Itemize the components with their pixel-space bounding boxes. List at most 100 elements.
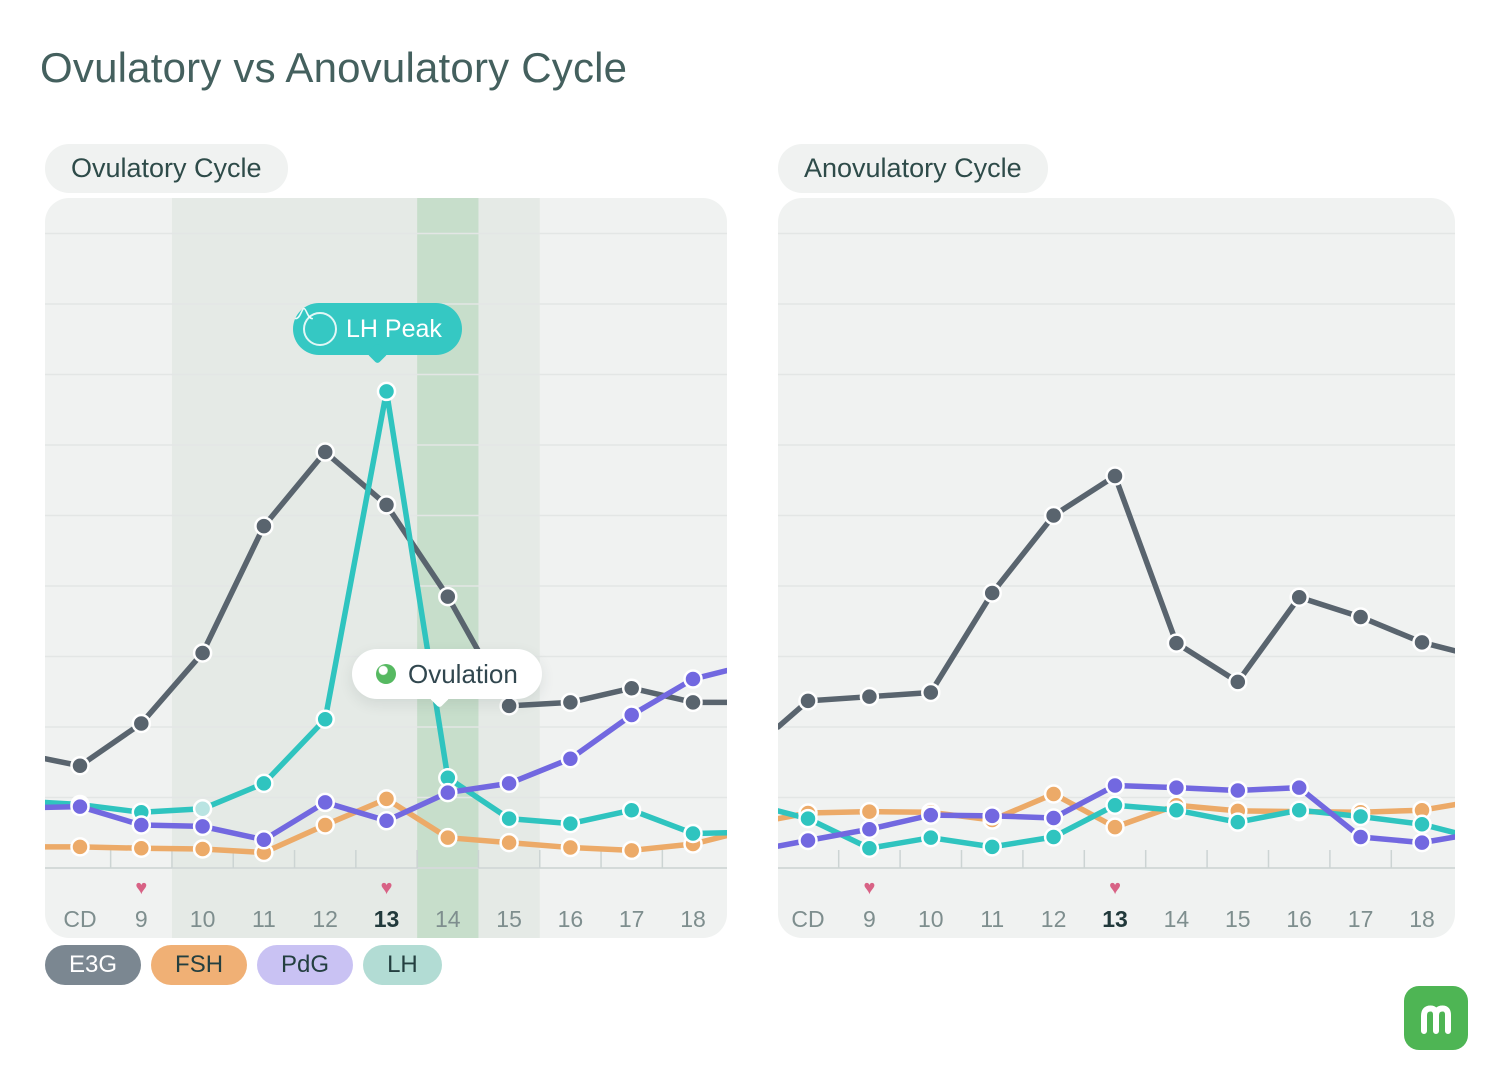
data-point-E3G-18 [683, 692, 703, 713]
data-point-PdG-9 [859, 819, 880, 839]
legend-pill-lh: LH [363, 945, 442, 985]
data-point-LH-17 [1350, 806, 1371, 827]
x-label-11: 11 [980, 906, 1004, 932]
heart-icon-day-13: ♥ [381, 877, 393, 899]
x-label-10: 10 [190, 906, 216, 932]
data-point-LH-11 [254, 773, 274, 794]
data-point-PdG-12 [1043, 808, 1064, 828]
data-point-LH-11 [982, 837, 1002, 857]
heart-icon-day-9: ♥ [135, 877, 147, 899]
page-title: Ovulatory vs Anovulatory Cycle [40, 44, 628, 91]
data-point-LH-15 [1228, 812, 1248, 832]
x-label-18: 18 [680, 906, 706, 932]
data-point-PdG-9 [131, 815, 152, 835]
data-point-PdG-17 [1350, 827, 1371, 847]
legend-pill-pdg: PdG [257, 945, 354, 985]
x-label-17: 17 [619, 906, 645, 932]
data-point-E3G-17 [1350, 607, 1371, 627]
hormone-legend: E3G FSH PdG LH [45, 945, 442, 985]
x-label-CD: CD [791, 906, 824, 932]
x-label-9: 9 [135, 906, 148, 932]
data-point-PdG-10 [921, 805, 941, 825]
data-point-PdG-CD [798, 830, 818, 851]
data-point-E3G-10 [921, 682, 941, 703]
data-point-E3G-CD [798, 691, 818, 711]
data-point-E3G-14 [1166, 633, 1187, 653]
legend-pill-fsh: FSH [151, 945, 248, 985]
data-point-FSH-16 [560, 837, 581, 858]
x-label-10: 10 [918, 906, 944, 932]
x-label-16: 16 [1286, 906, 1312, 932]
data-point-FSH-9 [131, 838, 152, 859]
x-label-16: 16 [558, 906, 584, 932]
x-label-11: 11 [252, 906, 276, 932]
data-point-LH-18 [1412, 814, 1432, 835]
x-label-13: 13 [374, 906, 400, 932]
data-point-E3G-12 [1043, 505, 1064, 526]
data-point-PdG-15 [499, 773, 519, 794]
data-point-PdG-16 [1289, 777, 1309, 798]
x-label-CD: CD [63, 906, 96, 932]
data-point-FSH-10 [192, 839, 213, 859]
data-point-E3G-15 [1228, 672, 1248, 692]
x-label-15: 15 [496, 906, 522, 932]
data-point-PdG-CD [70, 796, 90, 817]
data-point-PdG-12 [315, 792, 335, 813]
data-point-FSH-13 [1105, 817, 1125, 837]
data-point-LH-14 [1166, 800, 1187, 820]
data-point-E3G-14 [438, 586, 458, 607]
data-point-PdG-18 [683, 669, 703, 689]
data-point-FSH-13 [376, 789, 397, 809]
lh-peak-label: LH Peak [346, 314, 442, 343]
data-point-E3G-13 [376, 495, 397, 515]
data-point-PdG-18 [1412, 832, 1432, 853]
data-point-E3G-13 [1105, 466, 1125, 486]
data-point-LH-CD [798, 808, 818, 829]
data-point-LH-13 [1105, 795, 1125, 816]
data-point-FSH-14 [438, 827, 458, 848]
data-point-FSH-12 [1043, 784, 1064, 804]
data-point-FSH-CD [70, 837, 90, 857]
data-point-E3G-9 [859, 686, 880, 707]
lh-peak-callout: LH Peak [293, 303, 462, 365]
data-point-LH-15 [499, 808, 519, 829]
ovulation-label: Ovulation [408, 658, 518, 689]
data-point-E3G-17 [621, 678, 642, 698]
data-point-LH-9 [859, 838, 880, 859]
ovulation-callout: Ovulation [352, 649, 542, 709]
brand-logo-m-glyph [1421, 1005, 1451, 1034]
data-point-E3G-9 [131, 713, 152, 734]
data-point-E3G-16 [1289, 587, 1309, 608]
data-point-PdG-14 [438, 782, 458, 803]
x-label-9: 9 [863, 906, 876, 932]
data-point-E3G-11 [254, 516, 274, 536]
data-point-LH-13 [376, 381, 397, 402]
data-point-LH-12 [1043, 827, 1064, 847]
x-label-14: 14 [435, 906, 461, 932]
data-point-FSH-12 [315, 815, 335, 835]
data-point-E3G-18 [1412, 632, 1432, 653]
x-label-12: 12 [312, 906, 338, 932]
x-label-12: 12 [1041, 906, 1067, 932]
data-point-LH-10 [921, 827, 941, 848]
bell-curve-icon [294, 307, 337, 346]
data-point-FSH-9 [859, 801, 880, 822]
heart-icon-day-13: ♥ [1109, 877, 1121, 899]
data-point-PdG-14 [1166, 777, 1187, 798]
data-point-PdG-13 [376, 811, 397, 831]
data-point-PdG-10 [192, 816, 213, 837]
x-label-13: 13 [1102, 906, 1128, 932]
anovulatory-cycle-label: Anovulatory Cycle [778, 144, 1048, 193]
x-label-17: 17 [1348, 906, 1374, 932]
data-point-E3G-11 [982, 583, 1002, 603]
data-point-LH-18 [683, 823, 703, 844]
ovulation-dot-icon [376, 664, 396, 684]
ovulatory-cycle-label: Ovulatory Cycle [45, 144, 288, 193]
data-point-LH-16 [1289, 800, 1309, 820]
data-point-PdG-13 [1105, 775, 1125, 796]
heart-icon-day-9: ♥ [863, 877, 875, 899]
data-point-LH-12 [315, 709, 335, 729]
data-point-E3G-10 [192, 643, 213, 663]
x-label-18: 18 [1409, 906, 1435, 932]
x-label-14: 14 [1164, 906, 1190, 932]
